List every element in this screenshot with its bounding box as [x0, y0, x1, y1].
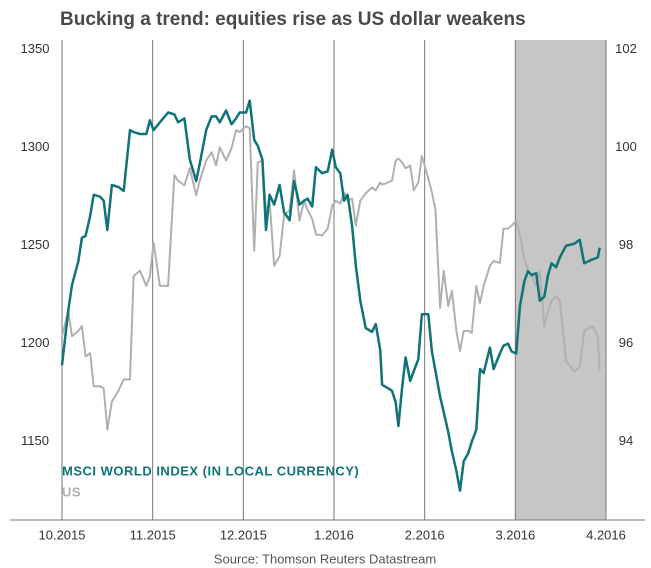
x-tick-label: 12.2015	[220, 527, 267, 542]
x-tick-label: 11.2015	[130, 527, 176, 542]
x-tick-label: 1.2016	[314, 527, 354, 542]
y2-tick-label: 94	[619, 433, 633, 448]
y-tick-label: 1300	[21, 139, 50, 154]
y-tick-label: 1250	[21, 237, 50, 252]
y2-tick-label: 96	[619, 335, 633, 350]
x-tick-label: 4.2016	[586, 527, 626, 542]
x-tick-label: 2.2016	[405, 527, 445, 542]
legend-label: US	[62, 484, 81, 499]
y2-tick-label: 100	[615, 139, 637, 154]
source-note: Source: Thomson Reuters Datastream	[214, 551, 436, 566]
y-tick-label: 1200	[21, 335, 50, 350]
series-line	[60, 99, 601, 492]
highlight-band	[515, 40, 606, 520]
chart-title: Bucking a trend: equities rise as US dol…	[60, 9, 526, 30]
y2-tick-label: 98	[619, 237, 633, 252]
x-tick-label: 3.2016	[495, 527, 535, 542]
legend-label: MSCI WORLD INDEX (IN LOCAL CURRENCY)	[62, 463, 359, 478]
x-tick-label: 10.2015	[39, 527, 86, 542]
y-tick-label: 1150	[21, 433, 49, 448]
y2-tick-label: 102	[615, 41, 637, 56]
y-tick-label: 1350	[21, 41, 50, 56]
